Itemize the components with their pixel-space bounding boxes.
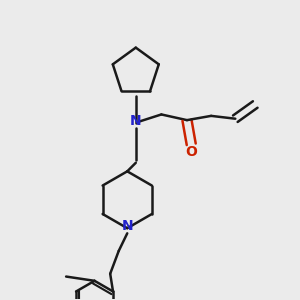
Text: N: N (130, 114, 142, 128)
Text: N: N (122, 219, 133, 233)
Text: O: O (185, 145, 197, 159)
